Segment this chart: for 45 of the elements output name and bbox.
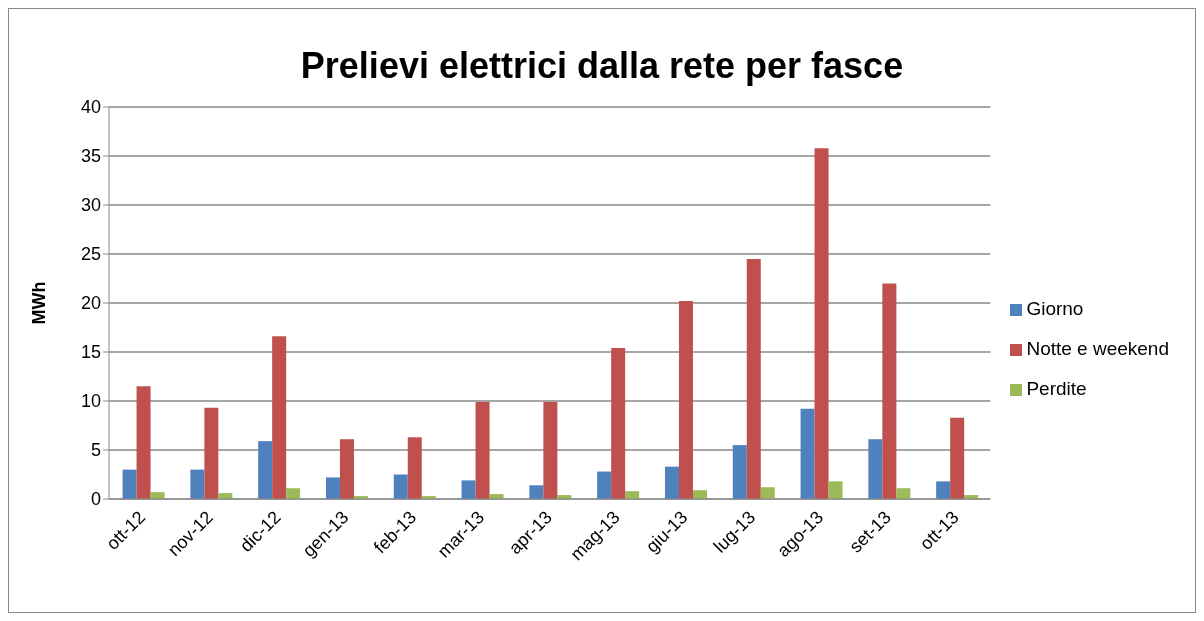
legend-label: Giorno: [1026, 298, 1084, 319]
bar: [461, 480, 476, 499]
legend-label: Notte e weekend: [1026, 338, 1169, 359]
bar: [936, 481, 951, 499]
bar: [393, 474, 408, 499]
bar: [814, 148, 829, 499]
bar: [136, 386, 151, 499]
y-tick-label: 30: [80, 195, 101, 216]
y-tick-label: 40: [80, 97, 101, 118]
bar: [190, 469, 205, 499]
bar: [286, 488, 301, 499]
legend-label: Perdite: [1026, 378, 1087, 399]
bar: [122, 469, 137, 499]
y-tick-label: 0: [90, 489, 101, 510]
bar: [732, 445, 747, 499]
bar: [896, 488, 911, 499]
bar: [746, 258, 761, 499]
y-tick-label: 35: [80, 146, 101, 167]
y-tick-label: 10: [80, 391, 101, 412]
bar: [664, 466, 679, 499]
y-axis-title: MWh: [29, 281, 50, 325]
bar: [868, 439, 883, 499]
bar: [475, 401, 490, 499]
bar: [828, 481, 843, 499]
bar: [407, 437, 422, 499]
bar: [800, 408, 815, 499]
bar: [258, 441, 273, 499]
bar: [543, 401, 558, 499]
bar: [692, 490, 707, 499]
bar: [678, 301, 693, 499]
bar: [272, 336, 287, 499]
y-tick-label: 5: [90, 440, 101, 461]
y-tick-label: 15: [80, 342, 101, 363]
bar: [339, 439, 354, 499]
bar: [611, 348, 626, 499]
y-tick-label: 20: [80, 293, 101, 314]
bar: [597, 471, 612, 499]
bar: [882, 283, 897, 499]
bar: [204, 407, 219, 499]
y-tick-label: 25: [80, 244, 101, 265]
bar: [325, 477, 340, 499]
bar: [760, 487, 775, 499]
bar: [950, 417, 965, 499]
chart-title: Prelievi elettrici dalla rete per fasce: [299, 45, 905, 88]
bar: [529, 485, 544, 499]
